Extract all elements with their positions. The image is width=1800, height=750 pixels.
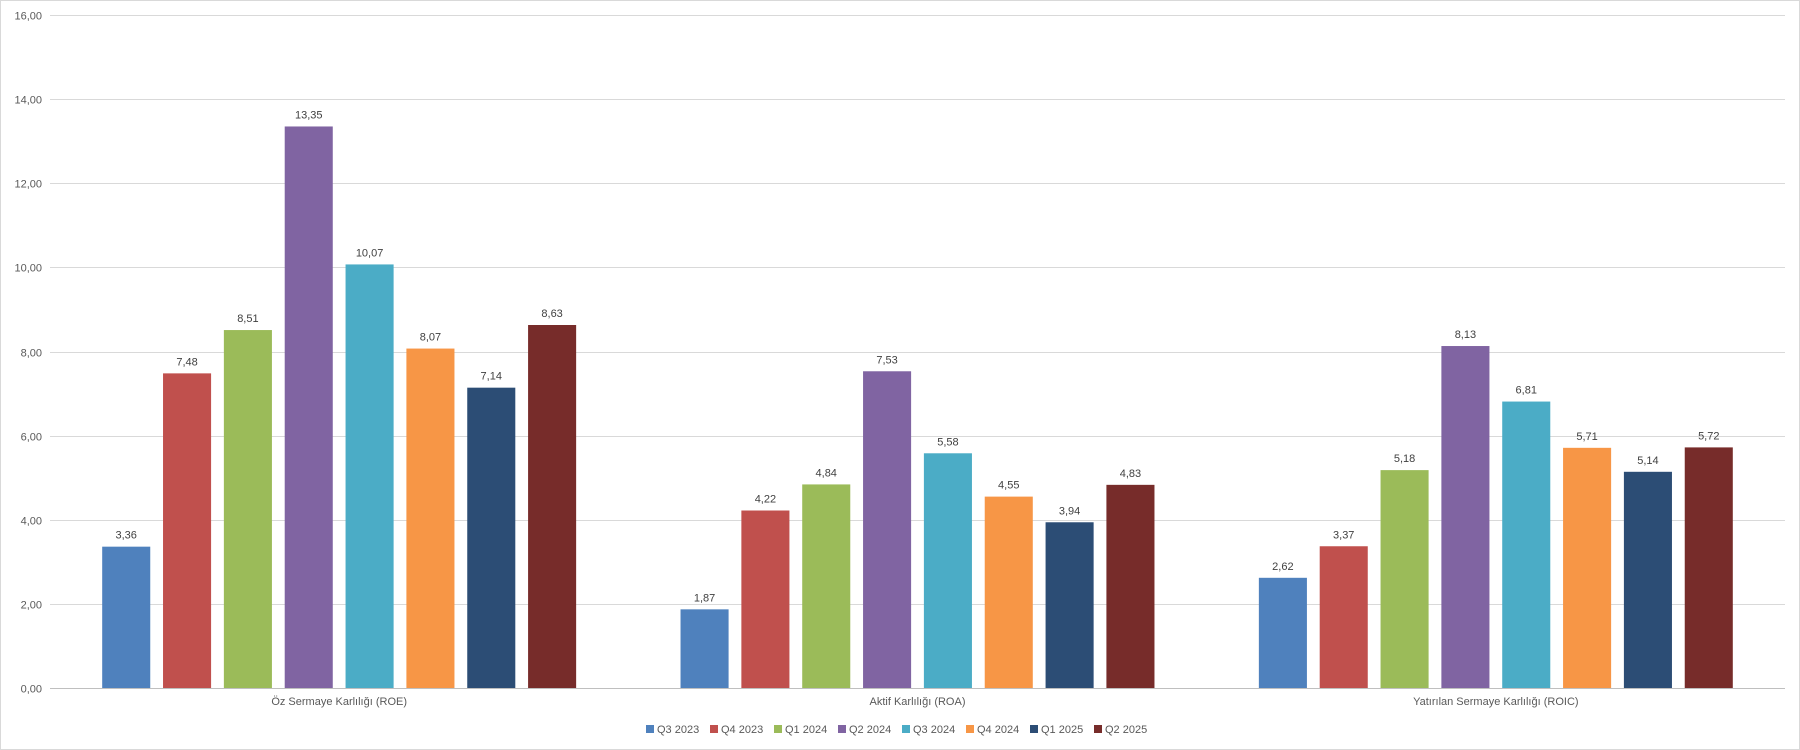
legend-label-q2-2024: Q2 2024 bbox=[849, 724, 891, 736]
legend-item-q4-2023: Q4 2023 bbox=[710, 724, 763, 736]
data-label-q2-2024-cat-0: 13,35 bbox=[295, 109, 323, 121]
legend-label-q1-2024: Q1 2024 bbox=[785, 724, 827, 736]
legend-item-q1-2025: Q1 2025 bbox=[1030, 724, 1083, 736]
y-tick-label-4: 8,00 bbox=[21, 348, 42, 360]
y-tick-label-1: 2,00 bbox=[21, 600, 42, 612]
data-label-q4-2023-cat-2: 3,37 bbox=[1333, 529, 1354, 541]
data-label-q4-2024-cat-2: 5,71 bbox=[1576, 431, 1597, 443]
bar-q4-2023-cat-2 bbox=[1319, 546, 1368, 688]
bar-q2-2024-cat-0 bbox=[284, 126, 333, 689]
data-label-q1-2024-cat-2: 5,18 bbox=[1394, 453, 1415, 465]
data-label-q2-2024-cat-1: 7,53 bbox=[876, 354, 897, 366]
bar-q1-2024-cat-0 bbox=[223, 330, 272, 688]
data-label-q1-2025-cat-2: 5,14 bbox=[1637, 455, 1658, 467]
legend-swatch-q2-2024 bbox=[838, 725, 846, 733]
data-label-q3-2024-cat-0: 10,07 bbox=[356, 247, 384, 259]
legend-item-q3-2023: Q3 2023 bbox=[646, 724, 699, 736]
bar-q2-2024-cat-2 bbox=[1441, 346, 1490, 688]
legend-swatch-q3-2024 bbox=[902, 725, 910, 733]
data-label-q4-2023-cat-1: 4,22 bbox=[755, 494, 776, 506]
legend-swatch-q1-2025 bbox=[1030, 725, 1038, 733]
bar-q2-2025-cat-1 bbox=[1106, 484, 1155, 688]
legend-item-q3-2024: Q3 2024 bbox=[902, 724, 955, 736]
data-label-q3-2023-cat-2: 2,62 bbox=[1272, 561, 1293, 573]
legend-swatch-q1-2024 bbox=[774, 725, 782, 733]
y-tick-label-0: 0,00 bbox=[21, 684, 42, 696]
data-label-q3-2023-cat-0: 3,36 bbox=[116, 530, 137, 542]
bar-q2-2025-cat-2 bbox=[1684, 447, 1733, 688]
bar-q1-2025-cat-0 bbox=[467, 387, 516, 688]
bar-q4-2023-cat-1 bbox=[741, 510, 790, 688]
bar-q4-2024-cat-1 bbox=[984, 496, 1033, 688]
data-label-q3-2024-cat-1: 5,58 bbox=[937, 436, 958, 448]
data-label-q3-2024-cat-2: 6,81 bbox=[1516, 385, 1537, 397]
data-label-q1-2024-cat-0: 8,51 bbox=[237, 313, 258, 325]
legend-label-q4-2024: Q4 2024 bbox=[977, 724, 1019, 736]
y-axis-tick-labels: 0,00 2,00 4,00 6,00 8,00 10,00 12,00 14,00 16,00 bbox=[14, 11, 42, 696]
y-tick-label-3: 6,00 bbox=[21, 432, 42, 444]
y-tick-label-7: 14,00 bbox=[14, 95, 42, 107]
bar-q1-2024-cat-2 bbox=[1380, 470, 1429, 688]
legend-item-q2-2025: Q2 2025 bbox=[1094, 724, 1147, 736]
data-label-q2-2024-cat-2: 8,13 bbox=[1455, 329, 1476, 341]
data-label-q4-2024-cat-1: 4,55 bbox=[998, 480, 1019, 492]
bar-q4-2023-cat-0 bbox=[163, 373, 212, 688]
category-label-1: Aktif Karlılığı (ROA) bbox=[870, 696, 966, 708]
legend-label-q3-2024: Q3 2024 bbox=[913, 724, 955, 736]
legend-item-q1-2024: Q1 2024 bbox=[774, 724, 827, 736]
data-labels: 3,36 7,48 8,51 13,35 10,07 8,07 7,14 8,63 1,87 4,… bbox=[116, 109, 1720, 604]
data-label-q4-2024-cat-0: 8,07 bbox=[420, 332, 441, 344]
y-tick-label-5: 10,00 bbox=[14, 263, 42, 275]
bar-q3-2024-cat-0 bbox=[345, 264, 394, 688]
legend-label-q2-2025: Q2 2025 bbox=[1105, 724, 1147, 736]
legend-label-q1-2025: Q1 2025 bbox=[1041, 724, 1083, 736]
data-label-q2-2025-cat-2: 5,72 bbox=[1698, 430, 1719, 442]
bar-q4-2024-cat-0 bbox=[406, 348, 455, 688]
category-labels: Öz Sermaye Karlılığı (ROE) Aktif Karlılığ… bbox=[271, 696, 1578, 708]
legend-label-q3-2023: Q3 2023 bbox=[657, 724, 699, 736]
data-label-q1-2025-cat-0: 7,14 bbox=[481, 371, 502, 383]
bar-q3-2024-cat-2 bbox=[1502, 401, 1551, 688]
category-label-2: Yatırılan Sermaye Karlılığı (ROIC) bbox=[1413, 696, 1578, 708]
bar-q4-2024-cat-2 bbox=[1563, 447, 1612, 688]
bar-q2-2024-cat-1 bbox=[863, 371, 912, 688]
legend-swatch-q4-2023 bbox=[710, 725, 718, 733]
bar-q3-2023-cat-0 bbox=[102, 546, 151, 688]
legend: Q3 2023 Q4 2023 Q1 2024 Q2 2024 Q3 2024 Q4 20… bbox=[646, 724, 1147, 736]
data-label-q4-2023-cat-0: 7,48 bbox=[176, 356, 197, 368]
legend-swatch-q4-2024 bbox=[966, 725, 974, 733]
bar-q3-2023-cat-1 bbox=[680, 609, 729, 688]
legend-item-q4-2024: Q4 2024 bbox=[966, 724, 1019, 736]
legend-swatch-q3-2023 bbox=[646, 725, 654, 733]
data-label-q2-2025-cat-1: 4,83 bbox=[1120, 468, 1141, 480]
legend-swatch-q2-2025 bbox=[1094, 725, 1102, 733]
data-label-q3-2023-cat-1: 1,87 bbox=[694, 592, 715, 604]
category-label-0: Öz Sermaye Karlılığı (ROE) bbox=[271, 696, 407, 708]
bar-q1-2024-cat-1 bbox=[802, 484, 851, 688]
bars bbox=[102, 126, 1733, 689]
data-label-q1-2025-cat-1: 3,94 bbox=[1059, 505, 1080, 517]
legend-item-q2-2024: Q2 2024 bbox=[838, 724, 891, 736]
bar-q1-2025-cat-2 bbox=[1623, 471, 1672, 688]
y-tick-label-6: 12,00 bbox=[14, 179, 42, 191]
bar-q3-2023-cat-2 bbox=[1258, 577, 1307, 688]
bar-q2-2025-cat-0 bbox=[528, 325, 577, 688]
bar-q3-2024-cat-1 bbox=[923, 453, 972, 688]
data-label-q2-2025-cat-0: 8,63 bbox=[541, 308, 562, 320]
bar-q1-2025-cat-1 bbox=[1045, 522, 1094, 688]
y-tick-label-8: 16,00 bbox=[14, 11, 42, 23]
data-label-q1-2024-cat-1: 4,84 bbox=[816, 467, 837, 479]
legend-label-q4-2023: Q4 2023 bbox=[721, 724, 763, 736]
y-tick-label-2: 4,00 bbox=[21, 516, 42, 528]
